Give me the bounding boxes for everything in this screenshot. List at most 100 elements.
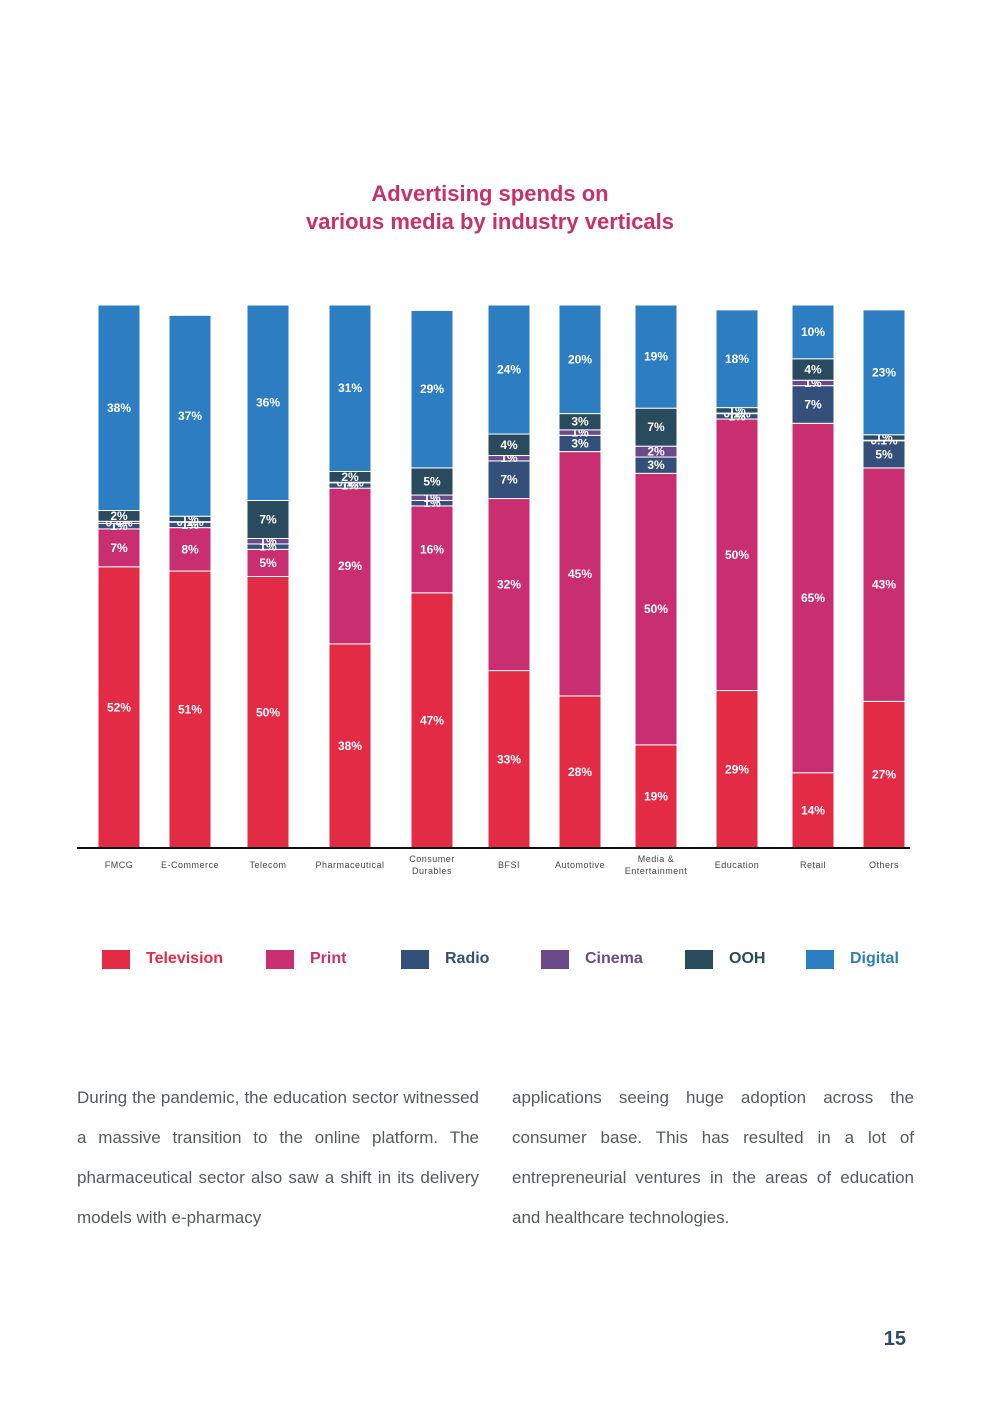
x-tick-label-education: Education (715, 860, 760, 870)
data-label-digital-fmcg: 38% (107, 401, 131, 415)
data-label-ooh-telecom: 7% (259, 512, 277, 526)
legend-label-print: Print (310, 950, 347, 967)
legend-swatch-print (266, 949, 294, 969)
data-label-digital-telecom: 36% (256, 396, 280, 410)
legend-item-print: Print (266, 944, 346, 974)
bar-segment-digital-bfsi (487, 304, 531, 435)
data-label-television-consumer-durables: 47% (420, 713, 444, 727)
stacked-bar-chart: 52%7%1%0.4%2%38%FMCG51%8%1%0.1%1%37%E-Co… (77, 304, 910, 876)
bar-segment-print-telecom (246, 548, 290, 578)
chart-title-line-2: various media by industry verticals (305, 209, 675, 234)
data-label-television-automotive: 28% (568, 765, 592, 779)
bar-segment-print-retail (791, 422, 835, 774)
legend-swatch-digital (806, 949, 834, 969)
data-label-ooh-consumer-durables: 5% (423, 474, 441, 488)
data-label-television-others: 27% (872, 768, 896, 782)
data-label-print-others: 43% (872, 578, 896, 592)
data-label-digital-others: 23% (872, 365, 896, 379)
legend-swatch-cinema (541, 949, 569, 969)
data-label-digital-consumer-durables: 29% (420, 382, 444, 396)
legend-label-radio: Radio (445, 950, 490, 967)
data-label-print-bfsi: 32% (497, 578, 521, 592)
data-label-digital-education: 18% (725, 352, 749, 366)
legend-label-television: Television (146, 950, 224, 967)
data-label-print-education: 50% (725, 548, 749, 562)
chart-legend: Television Print Radio Cinema OOH Digita… (0, 944, 992, 974)
legend-item-cinema: Cinema (541, 944, 643, 974)
data-label-digital-media-entertainment: 19% (644, 350, 668, 364)
data-label-television-retail: 14% (801, 803, 825, 817)
bar-segment-print-consumer-durables (410, 505, 454, 594)
bar-segment-television-education (715, 690, 759, 849)
bar-segment-digital-pharmaceutical (328, 304, 372, 472)
bar-segment-print-pharmaceutical (328, 487, 372, 645)
data-label-ooh-automotive: 3% (571, 415, 589, 429)
data-label-digital-retail: 10% (801, 325, 825, 339)
data-label-print-telecom: 5% (259, 556, 277, 570)
bar-segment-digital-education (715, 309, 759, 409)
x-tick-label-pharmaceutical: Pharmaceutical (315, 860, 384, 870)
bar-segment-television-consumer-durables (410, 592, 454, 849)
legend-label-digital: Digital (850, 950, 899, 967)
data-label-television-bfsi: 33% (497, 752, 521, 766)
x-tick-label-fmcg: FMCG (105, 860, 134, 870)
bar-segment-radio-others (862, 440, 906, 469)
data-label-ooh-bfsi: 4% (500, 438, 518, 452)
x-tick-label-telecom: Telecom (249, 860, 286, 870)
data-label-print-retail: 65% (801, 591, 825, 605)
bar-segment-television-retail (791, 772, 835, 849)
data-label-digital-pharmaceutical: 31% (338, 381, 362, 395)
bar-segment-television-automotive (558, 695, 602, 849)
bar-segment-print-others (862, 467, 906, 702)
data-label-radio-others: 5% (875, 447, 893, 461)
bar-segment-print-fmcg (97, 528, 141, 568)
data-label-television-telecom: 50% (256, 705, 280, 719)
data-label-cinema-media-entertainment: 2% (647, 445, 665, 459)
bar-segment-radio-bfsi (487, 460, 531, 500)
data-label-television-fmcg: 52% (107, 700, 131, 714)
bar-segment-digital-consumer-durables (410, 309, 454, 469)
bar-segment-digital-retail (791, 304, 835, 360)
bar-segment-television-media-entertainment (634, 744, 678, 849)
bar-segment-television-telecom (246, 576, 290, 849)
legend-item-digital: Digital (806, 944, 899, 974)
bar-segment-television-others (862, 700, 906, 849)
bar-segment-print-media-entertainment (634, 472, 678, 746)
data-label-ooh-fmcg: 2% (110, 509, 128, 523)
bar-segment-print-e-commerce (168, 527, 212, 572)
legend-label-ooh: OOH (729, 950, 766, 967)
legend-item-ooh: OOH (685, 944, 765, 974)
bar-segment-digital-telecom (246, 304, 290, 501)
data-label-ooh-retail: 4% (804, 363, 822, 377)
data-label-digital-automotive: 20% (568, 352, 592, 366)
legend-swatch-television (102, 949, 130, 969)
data-label-television-media-entertainment: 19% (644, 789, 668, 803)
data-label-television-e-commerce: 51% (178, 703, 202, 717)
bar-segment-print-education (715, 418, 759, 692)
legend-label-cinema: Cinema (585, 950, 643, 967)
legend-item-television: Television (102, 944, 223, 974)
legend-item-radio: Radio (401, 944, 489, 974)
data-label-print-pharmaceutical: 29% (338, 559, 362, 573)
chart-title-line-1: Advertising spends on (371, 181, 609, 206)
data-label-radio-retail: 7% (804, 397, 822, 411)
x-tick-label-automotive: Automotive (555, 860, 605, 870)
data-label-print-e-commerce: 8% (181, 542, 199, 556)
data-label-radio-media-entertainment: 3% (647, 458, 665, 472)
bar-segment-ooh-telecom (246, 499, 290, 539)
legend-swatch-ooh (685, 949, 713, 969)
bar-segment-television-e-commerce (168, 570, 212, 849)
data-label-digital-bfsi: 24% (497, 363, 521, 377)
bar-segment-digital-e-commerce (168, 314, 212, 517)
bar-segment-digital-fmcg (97, 304, 141, 512)
bar-segment-television-fmcg (97, 566, 141, 849)
data-label-television-pharmaceutical: 38% (338, 739, 362, 753)
data-label-television-education: 29% (725, 762, 749, 776)
page-number: 15 (883, 1328, 906, 1350)
chart-title: Advertising spends on various media by i… (0, 180, 980, 236)
x-tick-label-retail: Retail (800, 860, 826, 870)
data-label-digital-e-commerce: 37% (178, 409, 202, 423)
x-tick-label-e-commerce: E-Commerce (161, 860, 219, 870)
bar-segment-ooh-consumer-durables (410, 467, 454, 496)
data-label-ooh-media-entertainment: 7% (647, 420, 665, 434)
